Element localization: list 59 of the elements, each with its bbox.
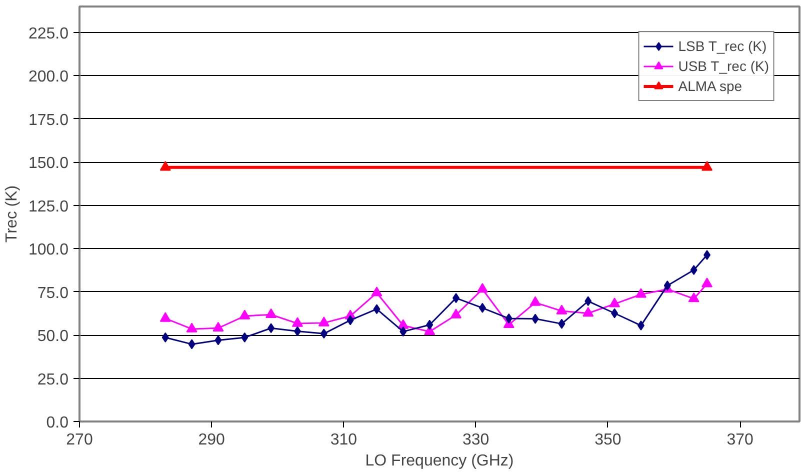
point <box>530 296 541 306</box>
y-tick-label: 225.0 <box>28 25 69 42</box>
point <box>266 308 277 318</box>
legend-label: USB T_rec (K) <box>678 58 769 74</box>
point <box>584 296 592 306</box>
legend-label: LSB T_rec (K) <box>678 38 767 54</box>
point <box>505 313 512 324</box>
point <box>294 326 301 336</box>
y-tick-label: 100.0 <box>28 242 69 259</box>
point <box>426 320 434 330</box>
point <box>373 304 380 314</box>
y-tick-label: 50.0 <box>37 328 69 346</box>
y-tick-label: 125.0 <box>28 198 69 216</box>
point <box>702 278 713 288</box>
point <box>320 328 328 339</box>
point <box>268 323 275 334</box>
y-tick-label: 175.0 <box>28 112 69 129</box>
point <box>476 282 488 293</box>
point <box>450 308 462 318</box>
point <box>318 316 330 326</box>
point <box>690 265 698 276</box>
x-tick-label: 310 <box>330 432 358 448</box>
y-tick-label: 200.0 <box>28 68 69 86</box>
point <box>241 332 248 342</box>
y-tick-label: 25.0 <box>37 371 69 388</box>
point <box>558 318 566 329</box>
point <box>582 306 594 317</box>
point <box>556 304 568 314</box>
y-tick-label: 150.0 <box>28 155 69 172</box>
point <box>478 302 486 313</box>
y-tick-label: 0.0 <box>46 414 69 432</box>
x-tick-label: 370 <box>726 432 754 448</box>
y-tick-label: 75.0 <box>37 284 69 302</box>
point <box>532 314 539 324</box>
point <box>292 317 303 327</box>
point <box>611 308 618 318</box>
point <box>609 298 620 308</box>
legend-label: ALMA spe <box>678 78 742 94</box>
x-axis-title: LO Frequency (GHz) <box>365 452 514 470</box>
point <box>186 322 198 332</box>
point <box>688 292 700 302</box>
x-tick-label: 350 <box>594 432 622 448</box>
point <box>400 326 407 337</box>
point <box>704 250 711 260</box>
point <box>635 288 646 298</box>
y-axis-title: Trec (K) <box>3 185 20 243</box>
x-tick-label: 270 <box>66 432 93 448</box>
point <box>212 322 224 332</box>
point <box>162 332 169 342</box>
point <box>371 286 382 296</box>
point <box>188 339 196 350</box>
x-tick-label: 290 <box>198 432 226 448</box>
point <box>637 320 644 331</box>
x-tick-label: 330 <box>462 432 490 448</box>
point <box>346 315 354 326</box>
point <box>452 293 460 304</box>
point <box>239 310 250 320</box>
point <box>160 312 171 322</box>
point <box>214 335 222 346</box>
